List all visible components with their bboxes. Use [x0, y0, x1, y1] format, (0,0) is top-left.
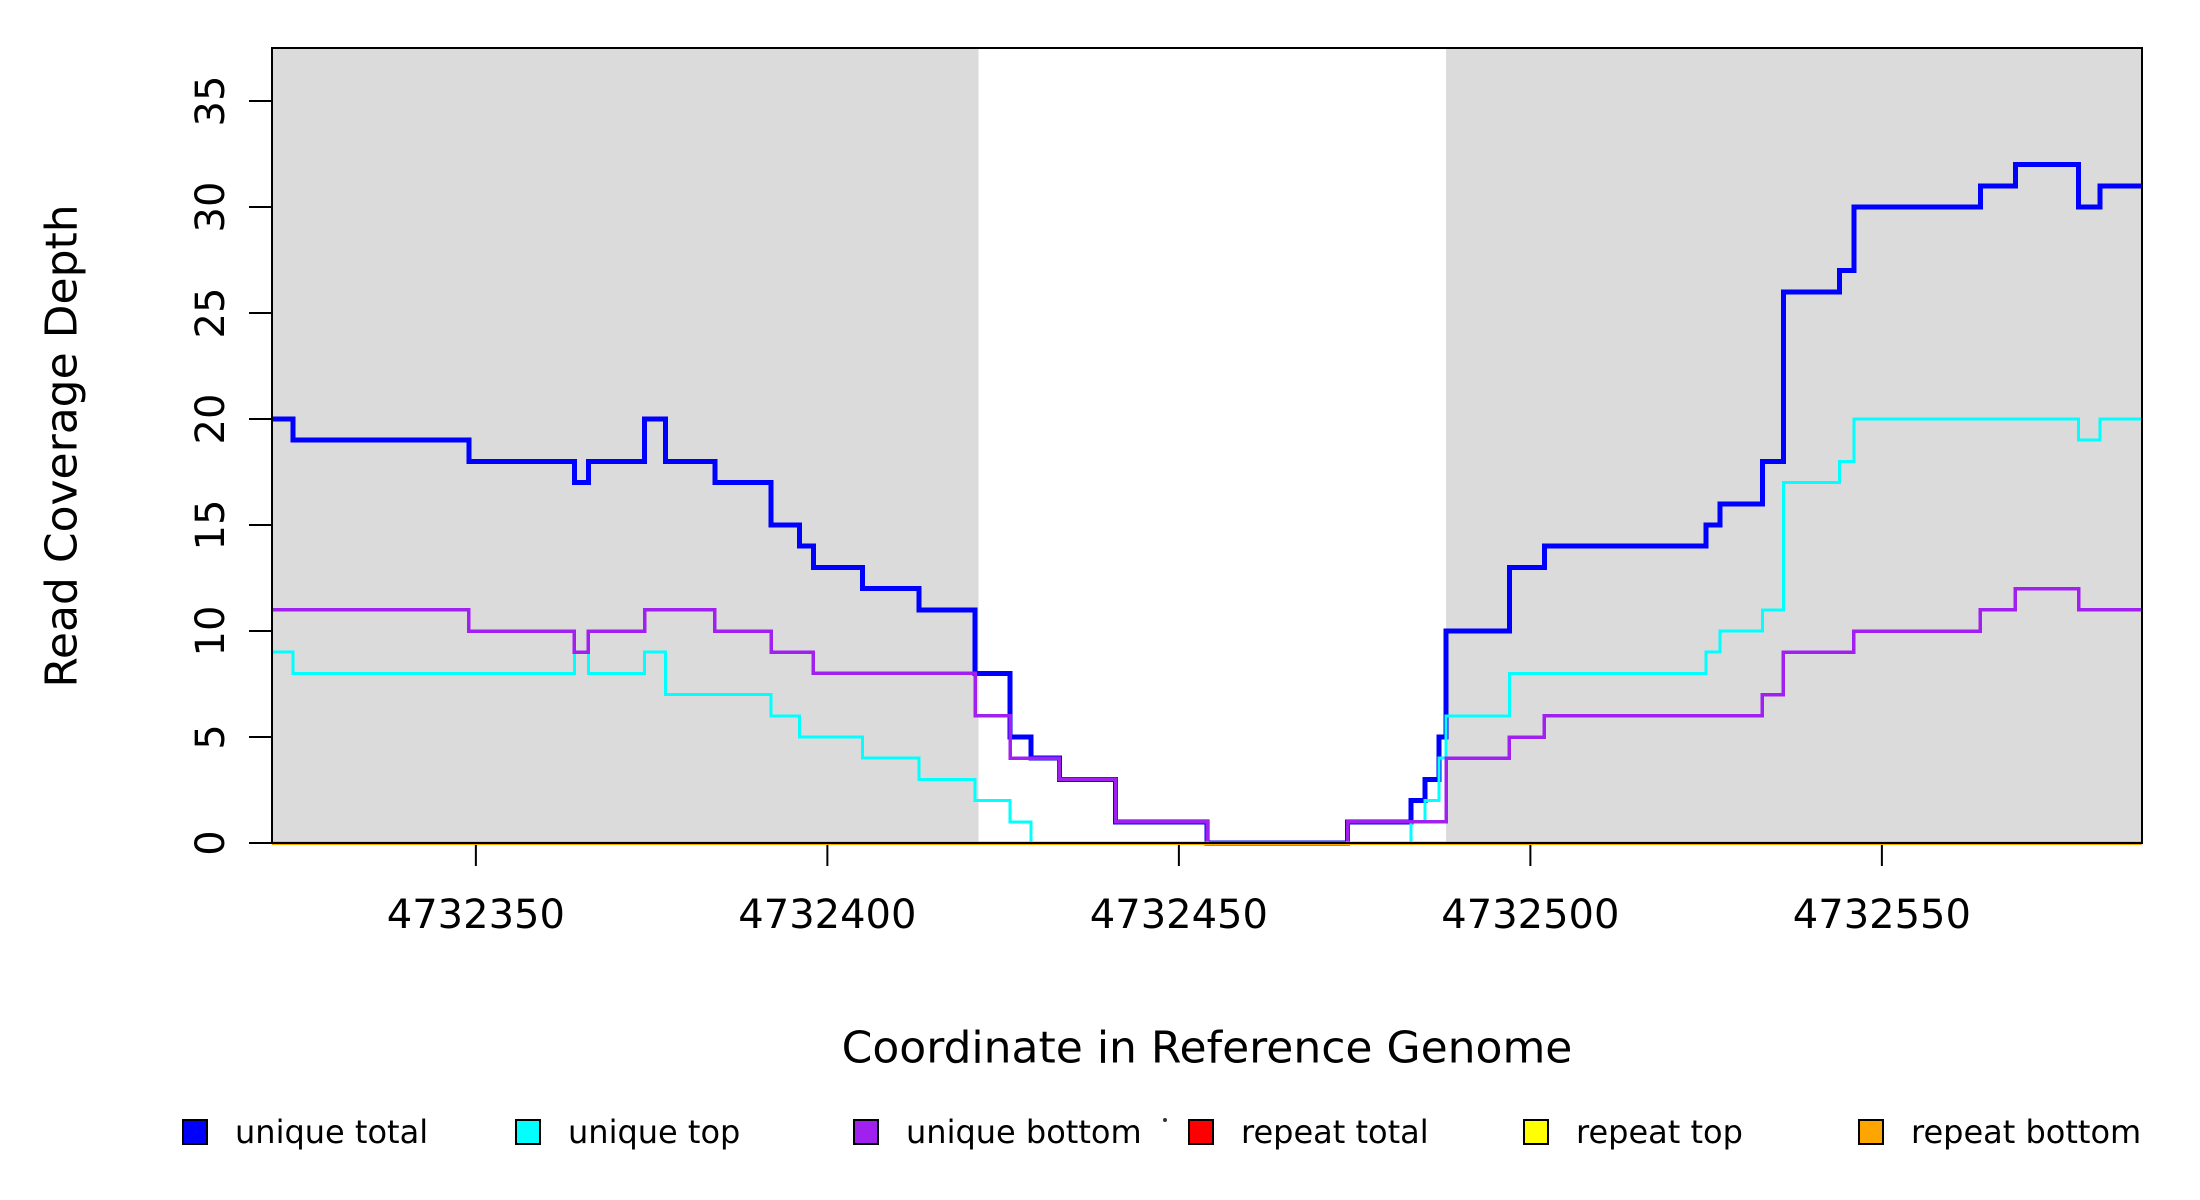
legend-item-repeat-bottom: repeat bottom: [1858, 1113, 2142, 1151]
shaded-region: [1446, 48, 2142, 843]
repeat-top-swatch: [1523, 1119, 1549, 1145]
y-axis-title: Read Coverage Depth: [36, 204, 88, 688]
repeat-total-swatch: [1188, 1119, 1214, 1145]
legend-label: unique bottom: [906, 1113, 1142, 1151]
repeat-bottom-swatch: [1858, 1119, 1884, 1145]
unique-top-swatch: [515, 1119, 541, 1145]
y-tick-label: 15: [188, 500, 234, 551]
x-tick-label: 4732550: [1793, 892, 1971, 938]
y-tick-label: 20: [188, 394, 234, 445]
y-tick-label: 5: [188, 724, 234, 749]
unique-total-swatch: [182, 1119, 208, 1145]
legend-item-unique-total: unique total: [182, 1113, 429, 1151]
stray-dot: [1163, 1118, 1167, 1122]
x-tick-label: 4732450: [1090, 892, 1268, 938]
y-tick-label: 25: [188, 288, 234, 339]
legend-label: unique top: [568, 1113, 741, 1151]
unique-bottom-swatch: [853, 1119, 879, 1145]
y-tick-label: 30: [188, 182, 234, 233]
y-tick-label: 35: [188, 76, 234, 127]
series-line-unique-bottom: [272, 586, 2142, 845]
legend-item-repeat-top: repeat top: [1523, 1113, 1743, 1151]
plot-frame: [271, 47, 2143, 844]
legend-label: repeat total: [1241, 1113, 1429, 1151]
legend-label: repeat top: [1576, 1113, 1743, 1151]
legend-label: unique total: [235, 1113, 429, 1151]
legend-item-repeat-total: repeat total: [1188, 1113, 1429, 1151]
x-tick-label: 4732500: [1441, 892, 1619, 938]
series-line-unique-top: [272, 417, 2142, 845]
legend-item-unique-bottom: unique bottom: [853, 1113, 1142, 1151]
y-tick-label: 10: [188, 606, 234, 657]
legend-item-unique-top: unique top: [515, 1113, 741, 1151]
legend-label: repeat bottom: [1911, 1113, 2142, 1151]
x-tick-label: 4732400: [738, 892, 916, 938]
y-tick-label: 0: [188, 830, 234, 855]
x-tick-label: 4732350: [387, 892, 565, 938]
shaded-region: [272, 48, 979, 843]
x-axis-title: Coordinate in Reference Genome: [841, 1022, 1573, 1074]
